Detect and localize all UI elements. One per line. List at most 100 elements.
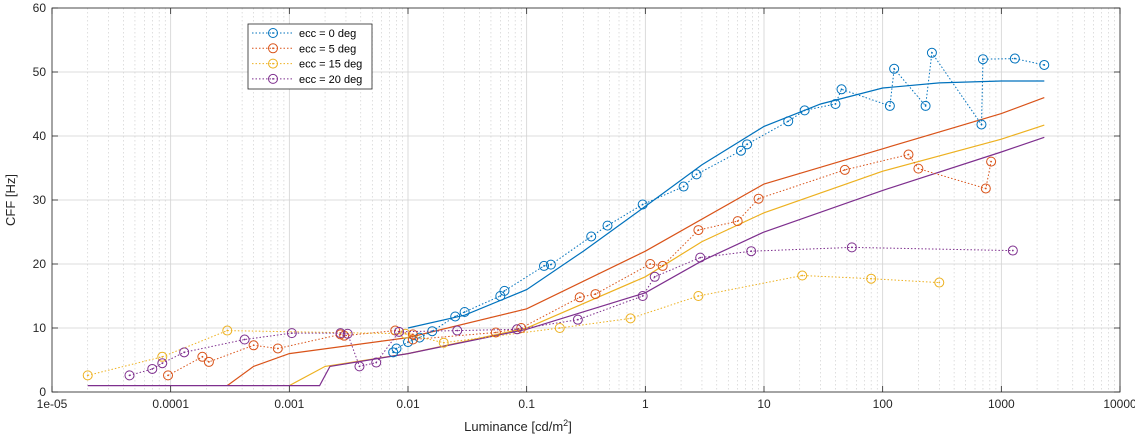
data-point	[839, 164, 850, 175]
data-point	[335, 328, 346, 339]
data-point-center	[128, 374, 131, 377]
data-point	[545, 259, 556, 270]
data-point	[539, 260, 550, 271]
data-point-center	[938, 281, 941, 284]
data-point-center	[290, 332, 293, 335]
data-point	[934, 277, 945, 288]
data-point	[926, 47, 937, 58]
data-point	[574, 292, 585, 303]
data-point-center	[494, 331, 497, 334]
data-point-center	[641, 203, 644, 206]
y-tick-label: 20	[33, 257, 47, 271]
data-point	[889, 63, 900, 74]
data-point-center	[803, 109, 806, 112]
series-line-2	[87, 274, 940, 376]
data-point	[977, 54, 988, 65]
data-point	[342, 328, 353, 339]
legend-marker	[268, 43, 278, 54]
data-point	[354, 361, 365, 372]
data-point	[272, 343, 283, 354]
data-point	[124, 370, 135, 381]
x-tick-label: 0.0001	[152, 397, 189, 411]
data-point	[695, 252, 706, 263]
data-point	[913, 163, 924, 174]
data-point	[512, 324, 523, 335]
legend-marker-center	[272, 47, 274, 50]
data-point-center	[1011, 249, 1014, 252]
data-point-center	[276, 347, 279, 350]
data-point-center	[661, 265, 664, 267]
x-tick-label: 1e-05	[37, 397, 68, 411]
data-point	[450, 311, 461, 322]
data-point-center	[412, 338, 414, 341]
data-point	[884, 100, 895, 111]
data-point-center	[982, 58, 984, 61]
data-point	[438, 337, 449, 348]
data-point	[678, 181, 689, 192]
data-point-center	[86, 374, 89, 377]
data-point-center	[843, 169, 846, 171]
data-point	[783, 116, 794, 127]
data-point-center	[1013, 57, 1016, 60]
legend-label: ecc = 0 deg	[299, 28, 356, 40]
data-point	[693, 225, 704, 236]
data-point-center	[558, 327, 561, 329]
data-point	[414, 332, 425, 343]
data-point	[407, 334, 418, 345]
data-point	[400, 328, 411, 339]
data-point	[222, 325, 233, 336]
fit-curve-3	[87, 136, 1045, 387]
data-point-center	[888, 105, 891, 107]
data-point-center	[346, 332, 349, 335]
data-point-center	[375, 361, 378, 364]
data-point-center	[590, 235, 593, 238]
legend-marker-center	[272, 32, 274, 34]
data-point	[986, 156, 997, 167]
data-point-center	[907, 153, 910, 156]
x-axis-title-end: ]	[568, 419, 572, 434]
data-point-center	[980, 123, 983, 126]
y-tick-label: 50	[33, 65, 47, 79]
data-point-center	[576, 318, 579, 321]
data-point-center	[516, 328, 518, 331]
data-point-center	[499, 295, 502, 297]
data-series	[82, 47, 1050, 381]
data-point-center	[990, 160, 993, 163]
data-point-center	[801, 274, 804, 277]
x-tick-label: 0.001	[274, 397, 304, 411]
data-point	[248, 340, 259, 351]
x-tick-labels: 1e-05 0.0001 0.001 0.01 0.1 1 10 100 1000 10000	[37, 397, 1135, 411]
data-point-center	[543, 265, 545, 267]
data-point-center	[697, 229, 700, 231]
data-point-center	[850, 246, 853, 249]
data-point-center	[503, 289, 506, 292]
y-tick-label: 0	[39, 385, 46, 399]
data-point-center	[746, 143, 748, 146]
data-point	[846, 242, 857, 253]
data-point	[657, 260, 668, 271]
y-axis-title: CFF [Hz]	[3, 174, 18, 226]
data-point	[980, 183, 991, 194]
data-point-center	[161, 355, 164, 358]
data-point-center	[201, 355, 204, 358]
data-point-center	[395, 347, 398, 350]
data-point	[645, 259, 656, 269]
x-axis-title: Luminance [cd/m2]	[464, 418, 572, 434]
data-point	[163, 370, 174, 381]
data-point	[746, 246, 757, 257]
data-point	[388, 347, 399, 358]
data-point	[157, 358, 168, 369]
data-point-center	[442, 341, 445, 344]
data-point	[572, 314, 583, 325]
data-point-center	[243, 338, 246, 341]
legend-marker	[268, 58, 278, 69]
legend: ecc = 0 deg ecc = 5 deg ecc = 15 deg ecc = …	[247, 23, 373, 90]
data-point-center	[699, 256, 702, 259]
data-point-center	[917, 167, 920, 170]
legend-marker-center	[272, 78, 274, 80]
data-point-center	[594, 293, 597, 295]
data-point	[637, 199, 648, 210]
y-tick-labels: 0 10 20 30 40 50 60	[33, 1, 47, 399]
data-point	[554, 323, 565, 333]
x-tick-label: 0.1	[518, 397, 535, 411]
